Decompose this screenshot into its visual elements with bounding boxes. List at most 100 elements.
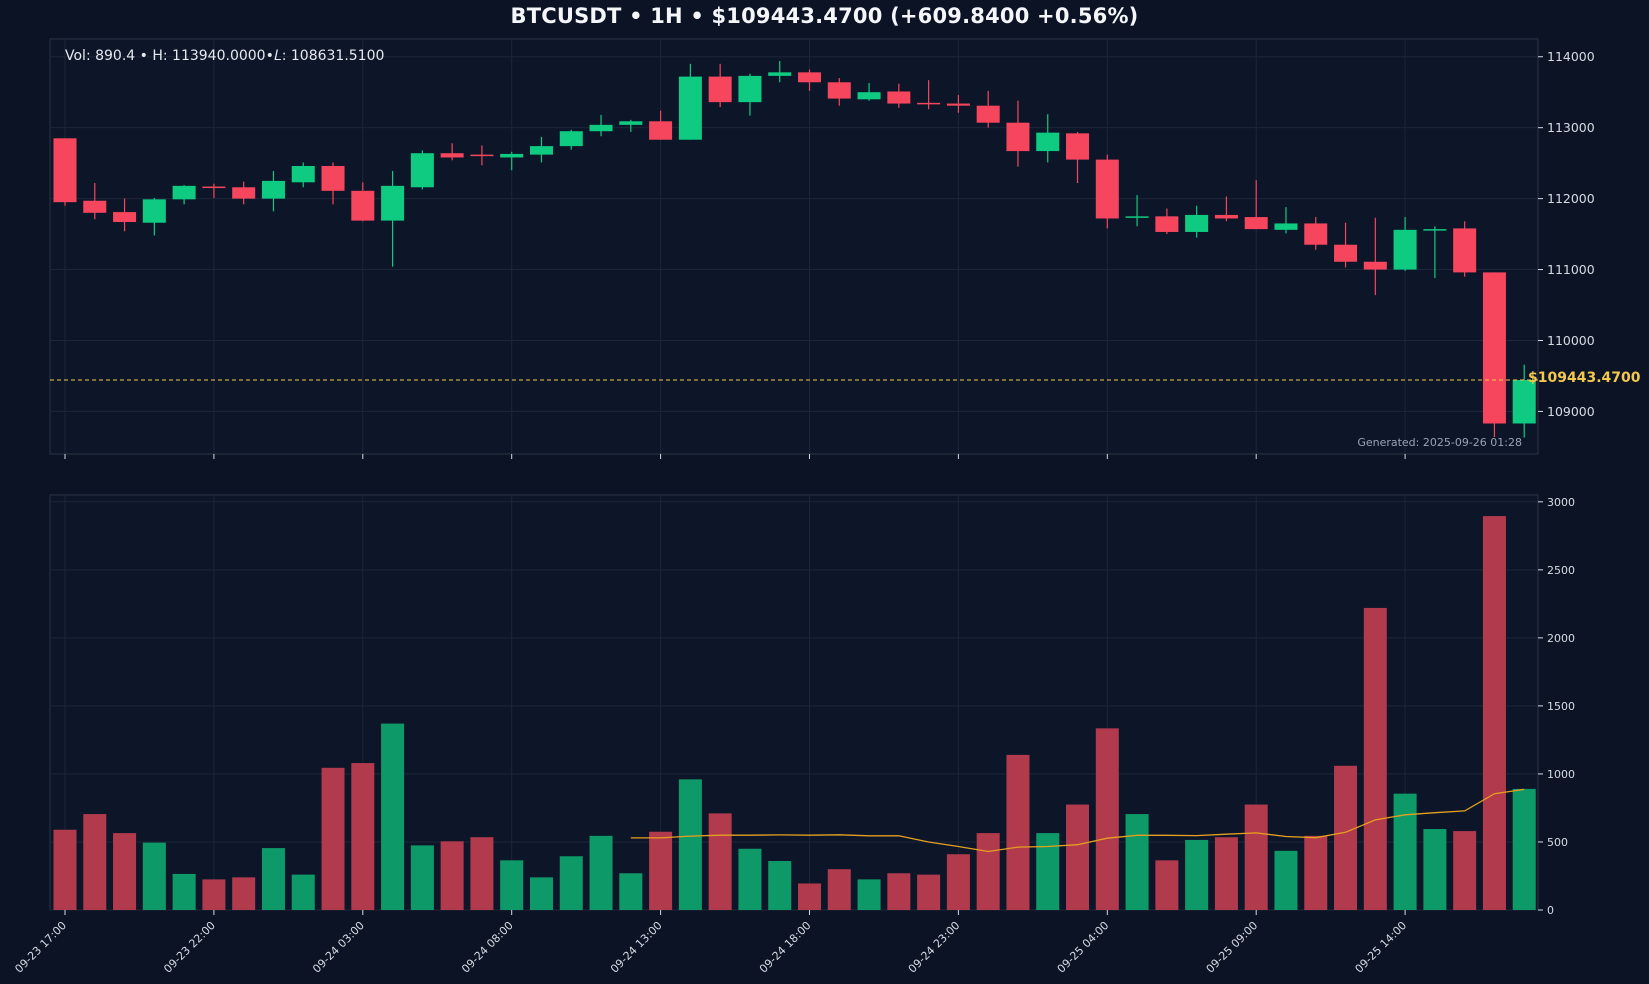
candle-body <box>798 72 821 83</box>
candle-body <box>1244 217 1268 230</box>
volume-tick-label: 0 <box>1547 904 1554 917</box>
volume-bar <box>232 877 256 910</box>
candle-body <box>1185 214 1209 232</box>
candle-body <box>142 199 166 223</box>
candle-body <box>768 72 792 76</box>
volume-ma-line <box>630 788 1525 853</box>
price-panel <box>49 38 1539 455</box>
volume-bar <box>1125 814 1149 910</box>
candle-body <box>1214 214 1238 219</box>
candle-body <box>53 138 77 203</box>
volume-bar <box>470 837 494 910</box>
time-tick-label: 09-23 22:00 <box>161 919 218 976</box>
candle-body <box>887 91 911 104</box>
volume-bar <box>1274 850 1298 910</box>
time-tick-label: 09-24 18:00 <box>757 919 814 976</box>
candle-body <box>83 200 107 213</box>
candle-body <box>321 165 345 191</box>
generated-timestamp: Generated: 2025-09-26 01:28 <box>1357 436 1522 449</box>
volume-bar <box>202 879 226 910</box>
time-tick-label: 09-24 08:00 <box>459 919 516 976</box>
chart-title: BTCUSDT • 1H • $109443.4700 (+609.8400 +… <box>510 4 1139 28</box>
candle-body <box>738 75 762 103</box>
candle-body <box>1036 132 1060 152</box>
time-tick-label: 09-25 09:00 <box>1204 919 1261 976</box>
volume-bar <box>291 874 315 910</box>
time-tick-label: 09-25 14:00 <box>1353 919 1410 976</box>
volume-bar <box>678 779 702 910</box>
candle-body <box>381 185 405 221</box>
volume-axis: 0 500 1000 1500 2000 2500 3000 <box>1538 496 1575 917</box>
candle-body <box>559 131 583 147</box>
candle-body <box>708 76 732 103</box>
candle-body <box>440 153 464 158</box>
volume-bar <box>768 861 792 910</box>
volume-bar <box>529 877 553 910</box>
volume-bar <box>1006 754 1030 910</box>
volume-bar <box>53 829 77 910</box>
candle-body <box>1512 380 1536 424</box>
volume-bar <box>1036 833 1060 910</box>
candle-body <box>1363 261 1387 270</box>
volume-bar <box>113 833 137 910</box>
price-tick-label: 112000 <box>1547 191 1595 206</box>
candle-body <box>202 186 226 189</box>
candle-body <box>1095 159 1119 219</box>
price-tick-label: 110000 <box>1547 333 1595 348</box>
volume-bar <box>1095 728 1119 910</box>
candle-body <box>470 154 494 157</box>
volume-bar <box>1512 788 1536 910</box>
candle-body <box>827 82 851 99</box>
volume-bar <box>649 831 673 910</box>
volume-bar <box>708 813 732 910</box>
volume-bar <box>1155 860 1179 910</box>
candle-body <box>1006 122 1030 152</box>
candle-body <box>1304 223 1328 245</box>
candle-body <box>1482 272 1506 424</box>
price-tick-label: 111000 <box>1547 262 1595 277</box>
candle-body <box>1423 229 1447 231</box>
candle-body <box>1274 223 1298 230</box>
price-tick-label: 113000 <box>1547 120 1595 135</box>
candle-body <box>946 103 970 106</box>
volume-bar <box>589 835 613 910</box>
volume-bar <box>1185 839 1209 910</box>
volume-bar <box>321 767 345 910</box>
volume-bar <box>857 879 881 910</box>
volume-bar <box>1066 804 1090 910</box>
volume-tick-label: 2000 <box>1547 632 1575 645</box>
volume-bar <box>559 856 583 910</box>
candle-body <box>619 121 643 125</box>
time-tick-label: 09-23 17:00 <box>12 919 69 976</box>
ohlc-info: Vol: 890.4 • H: 113940.0000•𝐿: 108631.51… <box>65 48 384 64</box>
volume-bar <box>410 845 434 910</box>
candle-body <box>1334 244 1358 262</box>
volume-tick-label: 1000 <box>1547 768 1575 781</box>
volume-bar <box>798 883 821 910</box>
candle-body <box>410 153 434 188</box>
candle-body <box>1125 216 1149 218</box>
candle-body <box>500 153 524 158</box>
volume-bar <box>827 869 851 910</box>
candle-body <box>857 92 881 100</box>
volume-tick-label: 1500 <box>1547 700 1575 713</box>
candle-body <box>976 105 1000 123</box>
candle-body <box>351 190 375 221</box>
volume-bar <box>1423 829 1447 910</box>
candle-body <box>589 124 613 132</box>
volume-bar <box>1393 793 1417 910</box>
price-axis: 109000 110000 111000 112000 113000 114000 <box>1538 49 1595 419</box>
volume-bar <box>1363 607 1387 910</box>
candle-body <box>1393 229 1417 270</box>
candle-body <box>1066 133 1090 160</box>
candle-body <box>172 185 196 200</box>
price-tick-label: 109000 <box>1547 404 1595 419</box>
volume-bar <box>1244 804 1268 910</box>
last-price-label: $109443.4700 <box>1528 370 1641 386</box>
price-tick-label: 114000 <box>1547 49 1595 64</box>
volume-tick-label: 500 <box>1547 836 1568 849</box>
volume-tick-label: 2500 <box>1547 564 1575 577</box>
time-tick-label: 09-25 04:00 <box>1055 919 1112 976</box>
time-tick-label: 09-24 23:00 <box>906 919 963 976</box>
